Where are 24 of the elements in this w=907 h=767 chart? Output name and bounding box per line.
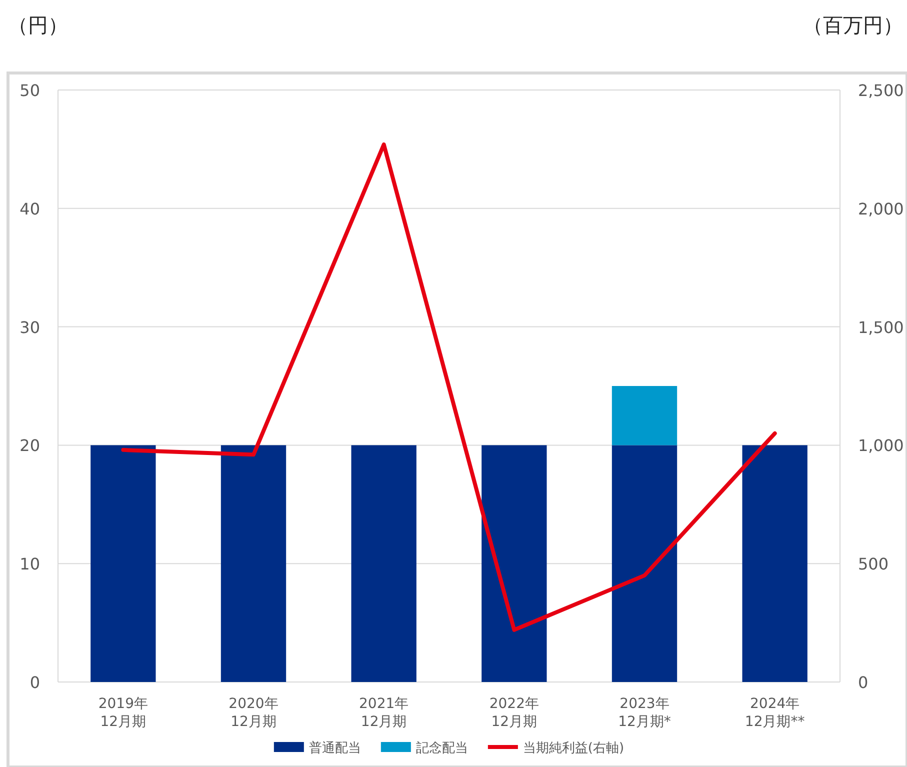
x-tick-label: 2022年 12月期	[489, 696, 539, 730]
x-tick-label: 2024年 12月期**	[744, 696, 805, 730]
y-tick-label: 30	[20, 318, 40, 337]
y-tick-label: 50	[20, 81, 40, 100]
y-axis-title: （円）	[8, 13, 68, 37]
x-tick-label: 2023年 12月期*	[618, 696, 671, 730]
legend-label: 記念配当	[416, 741, 468, 756]
x-tick-label: 2021年 12月期	[359, 696, 409, 730]
y-tick-label: 0	[30, 673, 40, 692]
y2-axis-title: （百万円）	[803, 13, 903, 37]
y-tick-label: 40	[20, 199, 40, 218]
y-tick-label: 10	[20, 554, 40, 574]
x-tick-label: 2020年 12月期	[228, 696, 278, 730]
y-tick-label: 20	[20, 436, 40, 456]
x-tick-label: 2019年 12月期	[98, 696, 148, 730]
y2-tick-label: 2,000	[858, 199, 904, 218]
y2-tick-label: 1,000	[858, 436, 904, 456]
y2-tick-label: 1,500	[858, 318, 904, 337]
y2-tick-label: 2,500	[858, 81, 904, 100]
y2-tick-label: 0	[858, 673, 868, 692]
y2-tick-label: 500	[858, 554, 889, 574]
line-series	[121, 142, 777, 632]
legend-label: 当期純利益(右軸)	[522, 741, 624, 756]
legend-label: 普通配当	[308, 740, 361, 756]
